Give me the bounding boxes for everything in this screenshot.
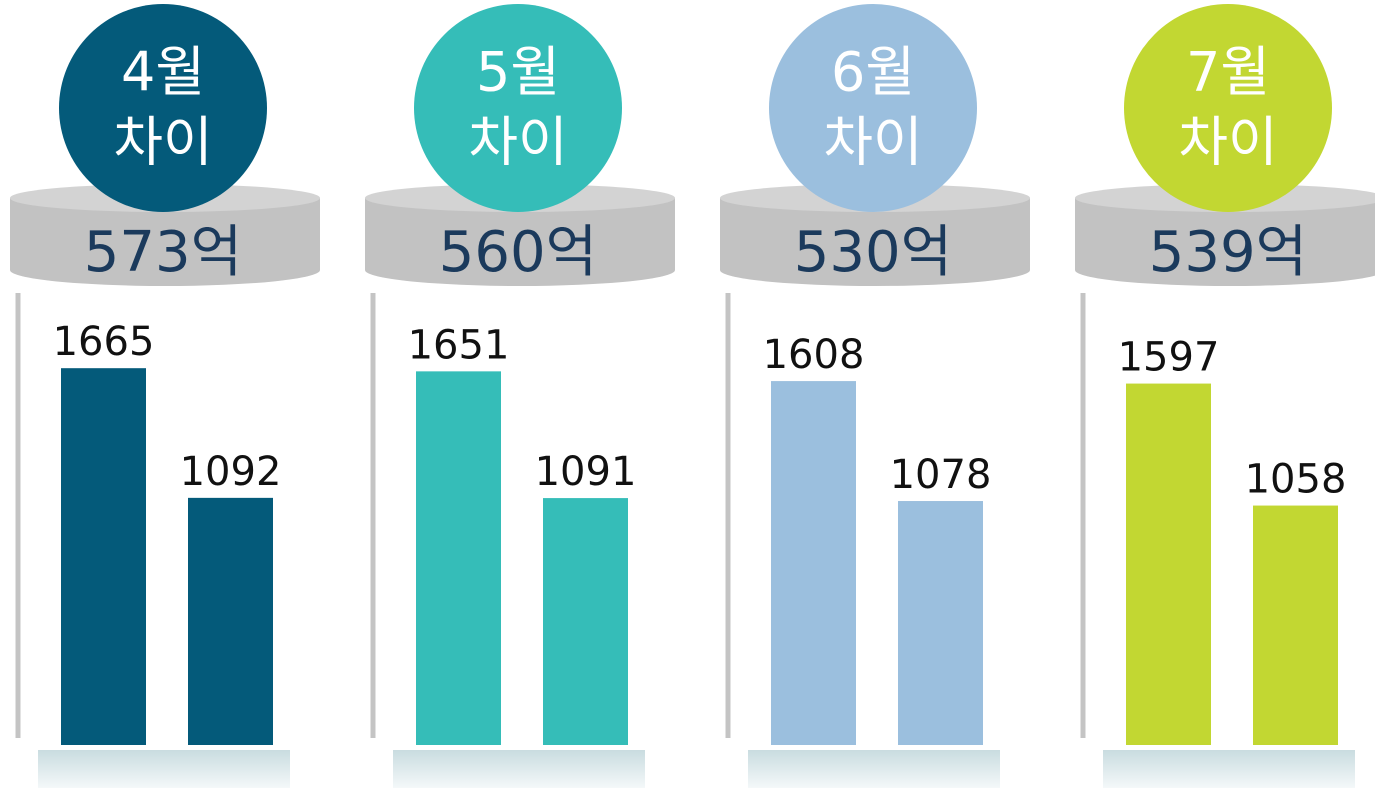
data-label: 1665 [53, 319, 155, 365]
title: 6월 [831, 41, 915, 104]
bar [543, 498, 628, 745]
title: 5월 [476, 41, 560, 104]
bar [771, 381, 856, 745]
data-label: 1091 [535, 449, 637, 495]
pedestal [365, 198, 675, 286]
data-label: 1651 [408, 322, 510, 368]
subtitle: 차이 [113, 111, 212, 174]
subtitle: 차이 [823, 111, 922, 174]
bar [188, 497, 273, 745]
bar [898, 501, 983, 745]
title: 7월 [1186, 41, 1270, 104]
annotation: 560억 [439, 220, 597, 285]
bar [416, 371, 501, 745]
title: 4월 [121, 41, 205, 104]
pedestal [720, 198, 1030, 286]
data-label: 1597 [1118, 335, 1220, 381]
title-circle [1124, 4, 1332, 212]
pedestal [1075, 198, 1375, 286]
title-circle [59, 4, 267, 212]
annotation: 573억 [84, 220, 242, 285]
data-label: 1092 [180, 449, 282, 495]
annotation: 530억 [794, 220, 952, 285]
reflection [393, 750, 645, 788]
data-label: 1608 [763, 332, 865, 378]
bar [1126, 383, 1211, 745]
annotation: 539억 [1149, 220, 1307, 285]
pedestal [10, 198, 320, 286]
data-label: 1058 [1245, 457, 1347, 503]
title-circle [769, 4, 977, 212]
bar [1253, 505, 1338, 745]
reflection [748, 750, 1000, 788]
bar [61, 368, 146, 745]
data-label: 1078 [890, 452, 992, 498]
title-circle [414, 4, 622, 212]
reflection [1103, 750, 1355, 788]
subtitle: 차이 [1178, 111, 1277, 174]
reflection [38, 750, 290, 788]
subtitle: 차이 [468, 111, 567, 174]
